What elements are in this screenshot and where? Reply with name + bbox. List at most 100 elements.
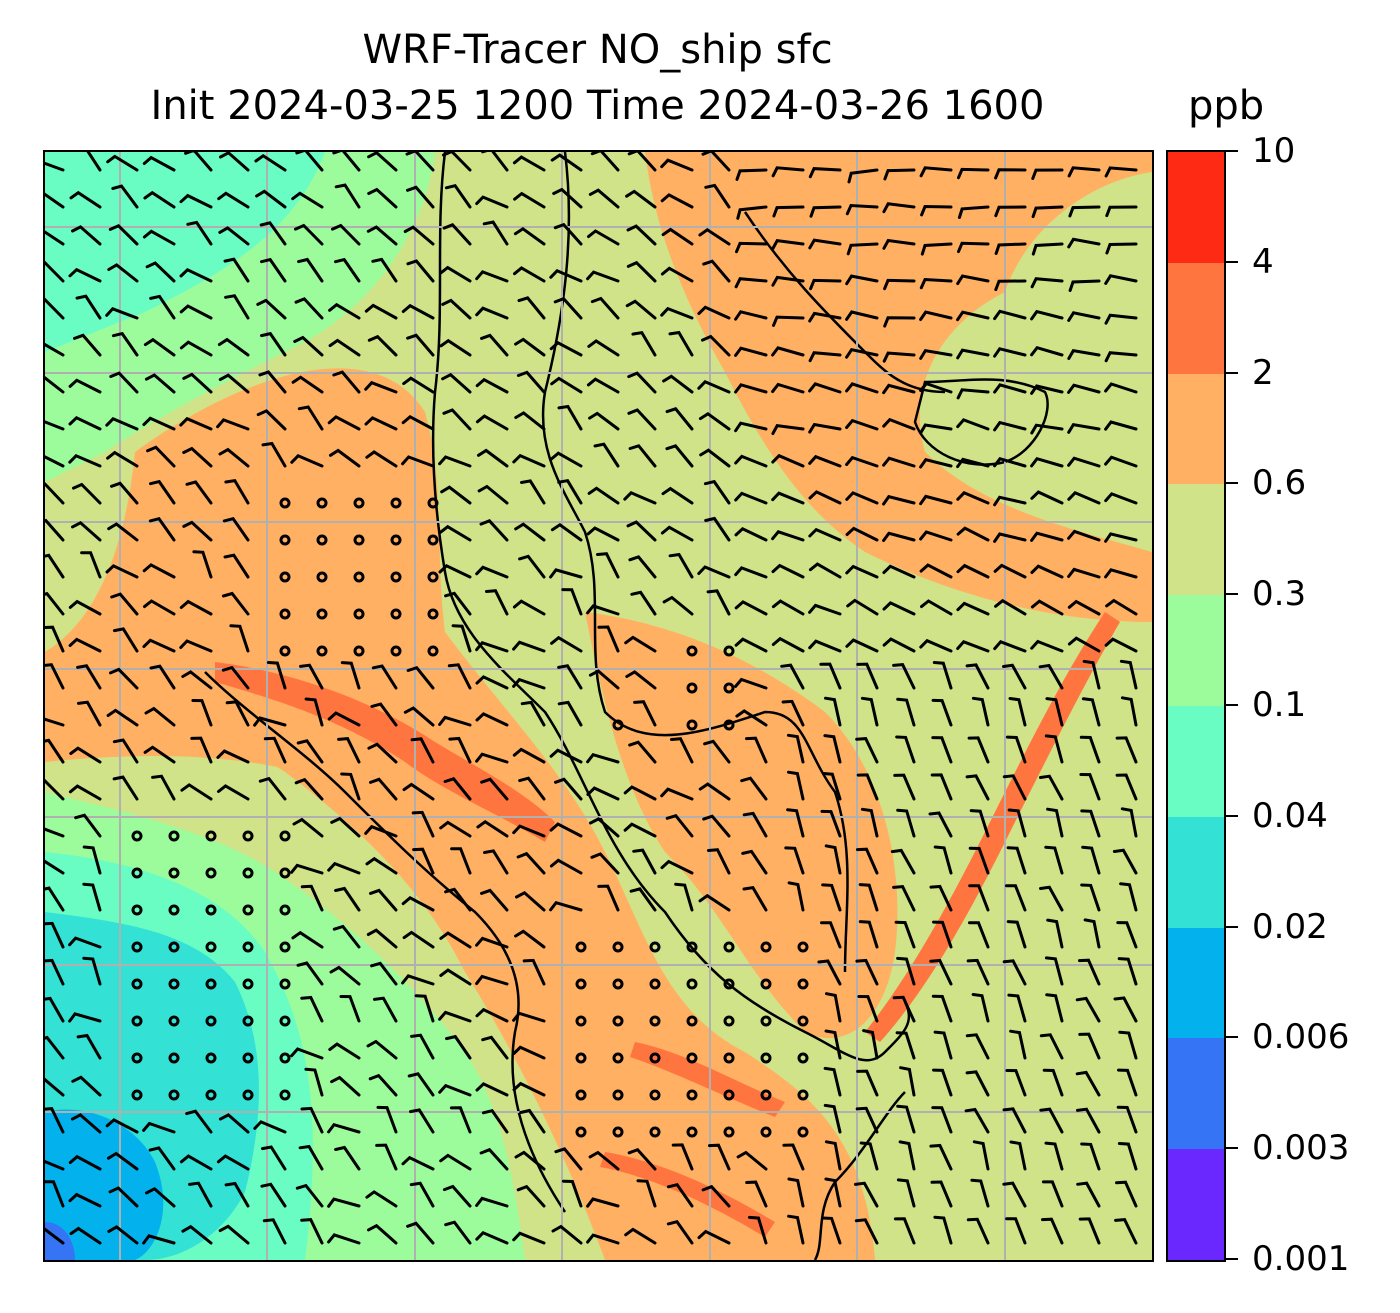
wind-barb: [808, 311, 842, 323]
wind-barb: [821, 1216, 842, 1245]
wind-barb: [586, 1233, 620, 1245]
colorbar-tick: [1224, 925, 1238, 928]
wind-barb: [71, 520, 102, 542]
calm-wind-marker: [279, 497, 291, 509]
colorbar-tick-label: 10: [1252, 131, 1296, 171]
calm-wind-marker: [390, 608, 402, 620]
wind-barb: [593, 442, 620, 468]
wind-barb: [967, 736, 990, 764]
calm-wind-marker: [686, 1126, 698, 1138]
wind-barb: [1104, 274, 1138, 285]
colorbar-segment: [1168, 1149, 1224, 1260]
wind-barb: [107, 263, 139, 283]
wind-barb: [403, 225, 435, 246]
wind-barb: [371, 257, 398, 283]
wind-barb: [626, 224, 657, 246]
wind-barb: [1117, 1142, 1138, 1171]
wind-barb: [1079, 735, 1101, 764]
wind-barb: [294, 297, 324, 320]
wind-barb: [661, 227, 694, 246]
wind-barb: [1104, 420, 1138, 431]
wind-barb: [1104, 637, 1138, 653]
wind-barb: [297, 405, 324, 431]
wind-barb: [1112, 848, 1138, 875]
colorbar: [1166, 150, 1226, 1262]
calm-wind-marker: [131, 978, 143, 990]
wind-barb: [1005, 735, 1027, 764]
wind-barb: [557, 700, 583, 727]
colorbar-segment: [1168, 262, 1224, 374]
wind-barb: [661, 486, 694, 505]
wind-barb: [931, 994, 953, 1023]
wind-barb: [772, 315, 805, 327]
wind-barb: [896, 1178, 916, 1208]
wind-barb: [824, 696, 842, 727]
wind-barb: [771, 563, 805, 579]
wind-barb: [956, 457, 990, 469]
wind-barb: [845, 526, 879, 542]
wind-barb: [965, 1033, 990, 1060]
wind-barb: [71, 225, 102, 246]
wind-barb: [855, 1106, 879, 1134]
wind-barb: [586, 752, 620, 764]
calm-wind-marker: [760, 1015, 772, 1027]
wind-barb: [290, 454, 324, 468]
calm-wind-marker: [686, 1015, 698, 1027]
wind-barb: [217, 191, 250, 209]
calm-wind-marker: [686, 978, 698, 990]
wind-barb: [586, 377, 620, 394]
wind-barb: [1078, 1032, 1101, 1060]
wind-barb: [179, 268, 213, 283]
wind-barb: [628, 740, 657, 764]
wind-barb: [143, 599, 176, 616]
calm-wind-marker: [205, 904, 217, 916]
wind-barb: [1030, 599, 1064, 616]
wind-barb: [256, 298, 287, 320]
wind-barb: [660, 525, 694, 542]
wind-barb: [443, 777, 472, 801]
wind-barb: [771, 166, 805, 178]
wind-barb: [148, 1146, 176, 1171]
wind-barb: [1115, 773, 1138, 801]
wind-barb: [304, 697, 324, 727]
wind-barb: [919, 277, 953, 290]
wind-barb: [549, 748, 583, 764]
wind-barb: [1030, 345, 1064, 357]
wind-barb: [365, 450, 398, 468]
wind-barb: [742, 811, 768, 838]
wind-barb: [771, 275, 805, 287]
wind-barb: [367, 742, 398, 764]
wind-barb: [809, 205, 842, 218]
wind-barb: [808, 382, 842, 394]
wind-barb: [930, 1180, 953, 1208]
wind-barb: [295, 152, 324, 172]
wind-barb: [142, 1121, 176, 1134]
colorbar-tick-label: 0.6: [1252, 463, 1307, 504]
wind-barb: [142, 563, 176, 579]
wind-barb: [406, 665, 435, 690]
wind-barb: [294, 777, 324, 801]
wind-barb: [370, 961, 398, 986]
wind-barb: [1080, 809, 1101, 838]
wind-barb: [825, 992, 842, 1023]
wind-barb: [339, 995, 361, 1023]
calm-wind-marker: [797, 941, 809, 953]
wind-barb: [45, 921, 65, 949]
colorbar-segment: [1168, 927, 1224, 1039]
calm-wind-marker: [686, 1089, 698, 1101]
calm-wind-marker: [131, 941, 143, 953]
wind-barb: [845, 382, 879, 394]
wind-barb: [890, 848, 916, 875]
wind-barb: [587, 229, 620, 246]
wind-barb: [45, 260, 65, 283]
colorbar-segment: [1168, 484, 1224, 596]
wind-barb: [1002, 959, 1027, 986]
colorbar-tick: [1224, 260, 1238, 263]
wind-barb: [219, 152, 250, 172]
wind-barb: [1067, 166, 1101, 178]
wind-barb: [45, 420, 65, 431]
calm-wind-marker: [279, 867, 291, 879]
wind-barb: [588, 411, 620, 431]
wind-barb: [106, 708, 139, 727]
wind-barb: [222, 516, 250, 542]
